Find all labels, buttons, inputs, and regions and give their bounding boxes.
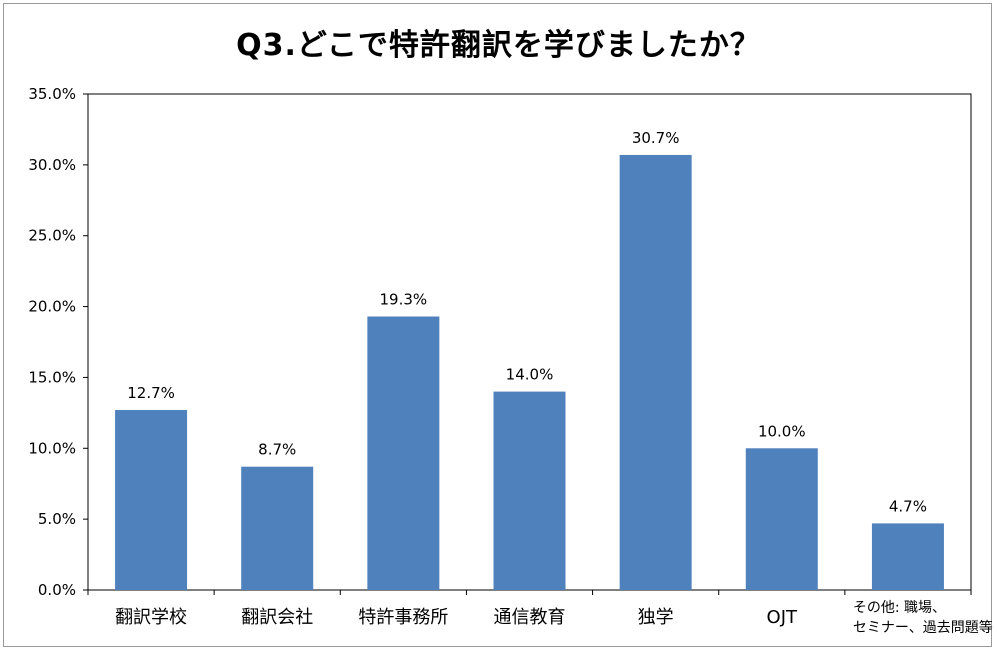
data-labels: 12.7% 8.7% 19.3% 14.0% 30.7% 10.0% 4.7% bbox=[127, 129, 927, 515]
bar bbox=[493, 391, 566, 590]
data-label: 14.0% bbox=[506, 366, 554, 384]
y-tick-label: 25.0% bbox=[28, 227, 76, 245]
y-tick-label: 0.0% bbox=[38, 581, 76, 599]
x-tick-label-line: その他: 職場、 bbox=[853, 600, 946, 616]
x-tick-label: 通信教育 bbox=[494, 607, 566, 628]
bar bbox=[367, 316, 440, 590]
y-tick-label: 5.0% bbox=[38, 510, 76, 528]
data-label: 12.7% bbox=[127, 384, 175, 402]
bar bbox=[619, 154, 692, 591]
x-tick-label: 特許事務所 bbox=[358, 607, 448, 628]
bar bbox=[745, 448, 818, 590]
data-label: 30.7% bbox=[632, 129, 680, 147]
bars bbox=[115, 154, 944, 591]
y-tick-label: 30.0% bbox=[28, 156, 76, 174]
x-tick-label: 翻訳会社 bbox=[241, 607, 313, 628]
x-tick-label: OJT bbox=[767, 607, 798, 628]
y-tick-label: 35.0% bbox=[28, 85, 76, 103]
data-label: 10.0% bbox=[758, 422, 806, 440]
data-label: 8.7% bbox=[258, 441, 296, 459]
y-tick-label: 20.0% bbox=[28, 298, 76, 316]
x-axis: 翻訳学校 翻訳会社 特許事務所 通信教育 独学 OJT その他: 職場、セミナー、過去問題等 bbox=[87, 590, 993, 636]
x-tick-label: 翻訳学校 bbox=[115, 607, 187, 628]
y-axis: 0.0% 5.0% 10.0% 15.0% 20.0% 25.0% 30.0% 35.0% bbox=[28, 85, 88, 599]
bar bbox=[241, 466, 314, 590]
x-tick-label: 独学 bbox=[638, 607, 674, 628]
bar bbox=[871, 523, 944, 590]
chart-title: Q3.どこで特許翻訳を学びましたか？ bbox=[236, 28, 761, 63]
data-label: 19.3% bbox=[380, 290, 428, 308]
data-label: 4.7% bbox=[889, 497, 927, 515]
bar bbox=[115, 410, 188, 590]
x-tick-label-line: セミナー、過去問題等 bbox=[853, 619, 993, 636]
x-tick-label: その他: 職場、セミナー、過去問題等 bbox=[853, 600, 993, 636]
y-tick-label: 15.0% bbox=[28, 368, 76, 386]
y-tick-label: 10.0% bbox=[28, 439, 76, 457]
